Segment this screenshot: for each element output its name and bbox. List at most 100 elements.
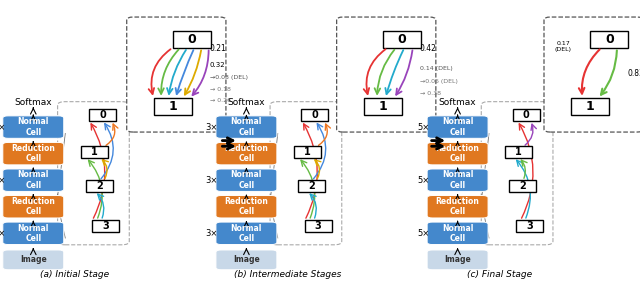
Text: →0.06 (DEL): →0.06 (DEL): [420, 79, 458, 84]
Text: Image: Image: [444, 255, 471, 264]
Text: Normal
Cell: Normal Cell: [230, 117, 262, 137]
Text: 3: 3: [102, 221, 109, 231]
FancyBboxPatch shape: [481, 102, 553, 245]
Text: Normal
Cell: Normal Cell: [17, 170, 49, 190]
Text: (a) Initial Stage: (a) Initial Stage: [40, 270, 109, 279]
Text: Reduction
Cell: Reduction Cell: [225, 197, 268, 216]
Text: Reduction
Cell: Reduction Cell: [225, 144, 268, 163]
FancyBboxPatch shape: [383, 31, 421, 48]
Text: 1×: 1×: [0, 176, 5, 185]
Text: 0: 0: [397, 33, 406, 46]
FancyBboxPatch shape: [216, 195, 277, 218]
Text: → 0.38: → 0.38: [420, 91, 441, 96]
Text: 0: 0: [312, 110, 318, 120]
FancyBboxPatch shape: [3, 116, 64, 138]
FancyBboxPatch shape: [216, 142, 277, 165]
Text: 3×: 3×: [205, 229, 218, 238]
Text: Normal
Cell: Normal Cell: [230, 224, 262, 243]
Text: 1: 1: [378, 100, 387, 113]
Text: Normal
Cell: Normal Cell: [230, 170, 262, 190]
FancyBboxPatch shape: [3, 169, 64, 191]
FancyBboxPatch shape: [3, 195, 64, 218]
Text: 0: 0: [605, 33, 614, 46]
Text: 1: 1: [515, 147, 522, 157]
Text: 0.42: 0.42: [420, 44, 436, 53]
FancyBboxPatch shape: [590, 31, 628, 48]
Text: 1: 1: [586, 100, 595, 113]
FancyBboxPatch shape: [173, 31, 211, 48]
Text: Normal
Cell: Normal Cell: [17, 117, 49, 137]
FancyBboxPatch shape: [427, 116, 488, 138]
FancyBboxPatch shape: [270, 102, 342, 245]
FancyBboxPatch shape: [58, 102, 129, 245]
Text: 3: 3: [315, 221, 321, 231]
Text: 2: 2: [520, 181, 526, 191]
FancyBboxPatch shape: [216, 250, 277, 270]
Text: Softmax: Softmax: [228, 98, 265, 107]
Text: Image: Image: [233, 255, 260, 264]
FancyBboxPatch shape: [86, 180, 113, 192]
Text: 0: 0: [188, 33, 196, 46]
Text: 3×: 3×: [205, 176, 218, 185]
Text: 5×: 5×: [417, 229, 429, 238]
FancyBboxPatch shape: [337, 17, 436, 132]
FancyBboxPatch shape: [3, 222, 64, 245]
Text: 1: 1: [92, 147, 98, 157]
FancyBboxPatch shape: [513, 109, 540, 121]
Text: 0: 0: [523, 110, 529, 120]
Text: 0.32: 0.32: [210, 62, 225, 68]
Text: 0.14 (DEL): 0.14 (DEL): [420, 66, 452, 71]
Text: Softmax: Softmax: [15, 98, 52, 107]
Text: (c) Final Stage: (c) Final Stage: [467, 270, 532, 279]
Text: Normal
Cell: Normal Cell: [442, 224, 474, 243]
FancyBboxPatch shape: [154, 98, 192, 115]
Text: 2: 2: [308, 181, 315, 191]
FancyBboxPatch shape: [427, 250, 488, 270]
FancyBboxPatch shape: [92, 220, 119, 232]
Text: 1×: 1×: [0, 123, 5, 131]
Text: 1×: 1×: [0, 229, 5, 238]
FancyBboxPatch shape: [216, 222, 277, 245]
FancyBboxPatch shape: [301, 109, 328, 121]
Text: 0.21: 0.21: [210, 44, 227, 53]
FancyBboxPatch shape: [427, 222, 488, 245]
Text: →0.03 (DEL): →0.03 (DEL): [210, 75, 248, 80]
FancyBboxPatch shape: [216, 116, 277, 138]
Text: 2: 2: [96, 181, 102, 191]
Text: → 0.18: → 0.18: [210, 87, 231, 92]
Text: 5×: 5×: [417, 176, 429, 185]
FancyBboxPatch shape: [505, 146, 532, 158]
Text: (b) Intermediate Stages: (b) Intermediate Stages: [234, 270, 342, 279]
Text: Normal
Cell: Normal Cell: [17, 224, 49, 243]
FancyBboxPatch shape: [516, 220, 543, 232]
Text: Reduction
Cell: Reduction Cell: [436, 197, 479, 216]
Text: 5×: 5×: [417, 123, 429, 131]
FancyBboxPatch shape: [364, 98, 402, 115]
Text: 1: 1: [304, 147, 310, 157]
Text: 0.17
(DEL): 0.17 (DEL): [555, 41, 572, 52]
Text: 0.83: 0.83: [627, 69, 640, 78]
FancyBboxPatch shape: [509, 180, 536, 192]
FancyBboxPatch shape: [127, 17, 226, 132]
FancyBboxPatch shape: [571, 98, 609, 115]
Text: Reduction
Cell: Reduction Cell: [436, 144, 479, 163]
Text: → 0.26: → 0.26: [210, 98, 231, 103]
Text: 1: 1: [168, 100, 177, 113]
FancyBboxPatch shape: [427, 142, 488, 165]
FancyBboxPatch shape: [3, 142, 64, 165]
FancyBboxPatch shape: [305, 220, 332, 232]
FancyBboxPatch shape: [294, 146, 321, 158]
Text: Normal
Cell: Normal Cell: [442, 117, 474, 137]
FancyBboxPatch shape: [81, 146, 108, 158]
Text: Reduction
Cell: Reduction Cell: [12, 144, 55, 163]
Text: 0: 0: [99, 110, 106, 120]
FancyBboxPatch shape: [427, 195, 488, 218]
FancyBboxPatch shape: [298, 180, 325, 192]
Text: Reduction
Cell: Reduction Cell: [12, 197, 55, 216]
FancyBboxPatch shape: [89, 109, 116, 121]
Text: Image: Image: [20, 255, 47, 264]
Text: Softmax: Softmax: [439, 98, 476, 107]
Text: 3×: 3×: [205, 123, 218, 131]
FancyBboxPatch shape: [544, 17, 640, 132]
FancyBboxPatch shape: [3, 250, 64, 270]
